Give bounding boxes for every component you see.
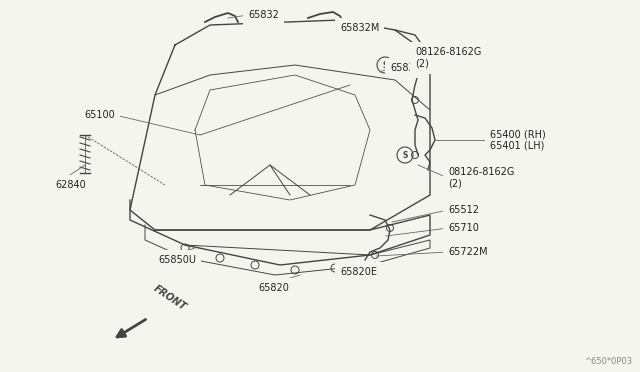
Text: FRONT: FRONT: [152, 283, 188, 312]
Text: 62840: 62840: [55, 180, 86, 190]
Text: 65722M: 65722M: [448, 247, 488, 257]
Text: S: S: [382, 61, 388, 70]
Text: 65710: 65710: [448, 223, 479, 233]
Text: 65832: 65832: [248, 10, 279, 20]
Text: 65820E: 65820E: [340, 267, 377, 277]
Text: 65850U: 65850U: [158, 255, 196, 265]
Text: 65832M: 65832M: [340, 23, 380, 33]
Text: S: S: [403, 151, 408, 160]
Text: 08126-8162G
(2): 08126-8162G (2): [448, 167, 515, 189]
Text: 65400 (RH)
65401 (LH): 65400 (RH) 65401 (LH): [490, 129, 546, 151]
Text: 65100: 65100: [84, 110, 115, 120]
Text: ^650*0P03: ^650*0P03: [584, 357, 632, 366]
Text: 65832: 65832: [390, 63, 421, 73]
Text: 65820: 65820: [258, 283, 289, 293]
Text: 08126-8162G
(2): 08126-8162G (2): [415, 47, 481, 69]
Text: 65512: 65512: [448, 205, 479, 215]
